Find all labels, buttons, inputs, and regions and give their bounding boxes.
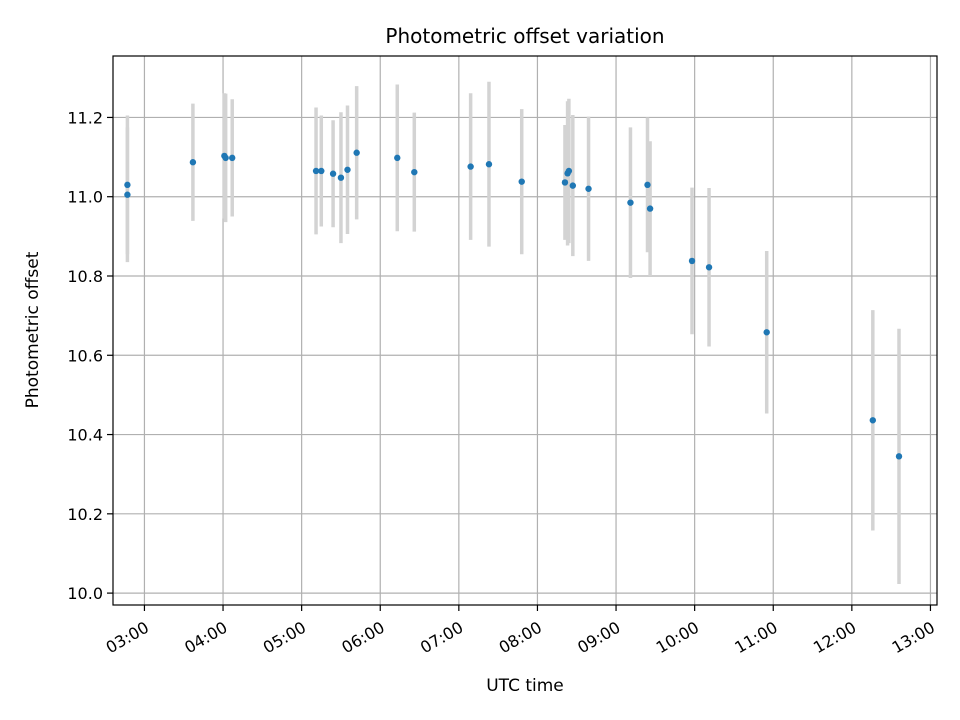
data-point xyxy=(644,181,651,189)
data-point xyxy=(569,182,577,189)
data-point xyxy=(705,264,713,271)
data-point xyxy=(869,417,877,424)
y-tick-label: 11.2 xyxy=(67,108,103,127)
data-point xyxy=(353,149,360,156)
data-point xyxy=(124,191,131,198)
data-point xyxy=(561,179,569,186)
y-tick-label: 11.0 xyxy=(67,188,103,207)
data-point xyxy=(337,174,345,181)
data-point xyxy=(585,185,592,192)
data-point xyxy=(565,167,573,175)
data-point xyxy=(411,168,418,176)
data-point xyxy=(312,167,320,175)
y-tick-label: 10.6 xyxy=(67,346,103,365)
data-point xyxy=(518,178,525,185)
x-axis-label: UTC time xyxy=(486,676,564,696)
y-tick-label: 10.8 xyxy=(67,267,103,286)
data-point xyxy=(222,154,229,162)
y-axis-ticks: 10.0 10.2 10.4 10.6 10.8 11.0 11.2 xyxy=(67,108,113,603)
y-axis-label: Photometric offset xyxy=(23,251,43,408)
data-points xyxy=(124,149,903,460)
data-point xyxy=(688,257,696,265)
data-point xyxy=(189,159,197,166)
data-point xyxy=(467,163,474,170)
data-point xyxy=(344,166,351,173)
data-point xyxy=(646,205,654,212)
data-point xyxy=(895,453,903,460)
y-tick-label: 10.2 xyxy=(67,505,103,524)
data-point xyxy=(394,154,401,162)
plot-area xyxy=(113,56,937,605)
data-point xyxy=(763,329,770,336)
data-point xyxy=(124,181,131,189)
data-point xyxy=(485,161,493,168)
data-point xyxy=(318,167,325,175)
data-point xyxy=(627,199,634,206)
y-tick-label: 10.0 xyxy=(67,584,103,603)
data-point xyxy=(229,154,236,162)
data-point xyxy=(329,170,337,177)
chart-title: Photometric offset variation xyxy=(385,24,664,48)
y-tick-label: 10.4 xyxy=(67,426,103,445)
plot-frame xyxy=(112,55,938,606)
